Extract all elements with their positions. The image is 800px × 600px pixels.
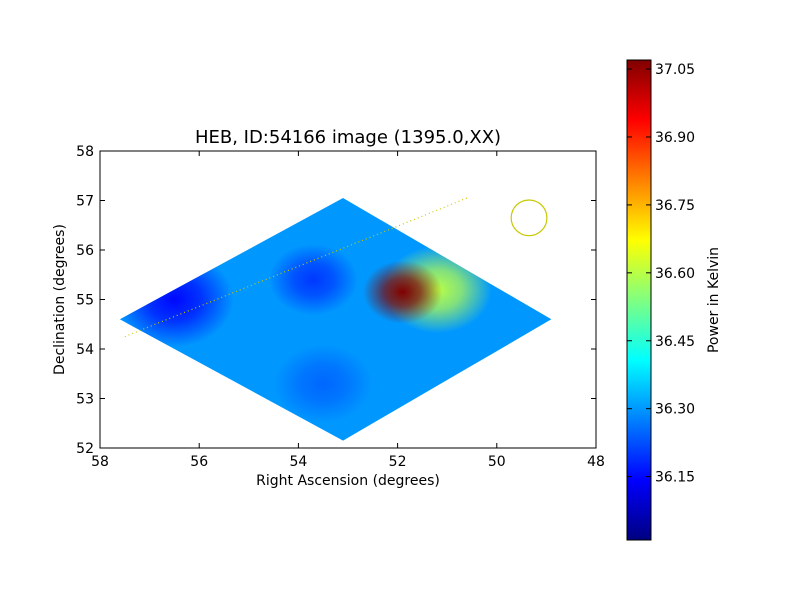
colorbar-tick-label: 36.45 — [655, 334, 695, 350]
heat-feature — [362, 260, 443, 324]
beam-circle — [510, 199, 548, 237]
colorbar-tick-label: 36.75 — [655, 198, 695, 214]
dotted-line — [124, 197, 468, 338]
colorbar-label: Power in Kelvin — [706, 247, 722, 353]
x-axis: 58 56 54 52 50 48 — [91, 151, 605, 470]
x-tick-label: 58 — [91, 454, 109, 470]
y-axis-label: Declination (degrees) — [52, 224, 68, 375]
colorbar-ticks: 36.15 36.30 36.45 36.60 36.75 36.90 37.05 — [627, 62, 695, 486]
chart-title: HEB, ID:54166 image (1395.0,XX) — [195, 127, 501, 148]
y-tick-label: 53 — [76, 392, 94, 408]
x-tick-label: 54 — [289, 454, 307, 470]
x-tick-label: 50 — [488, 454, 506, 470]
y-tick-label: 54 — [76, 342, 94, 358]
y-tick-label: 58 — [76, 144, 94, 160]
y-axis: 52 53 54 55 56 57 58 — [76, 144, 596, 457]
y-tick-label: 52 — [76, 441, 94, 457]
heat-feature — [268, 243, 358, 316]
y-tick-label: 55 — [76, 293, 94, 309]
colorbar — [626, 59, 652, 541]
colorbar-tick-label: 36.60 — [655, 266, 695, 282]
heatmap — [119, 198, 552, 441]
colorbar-tick-label: 36.90 — [655, 130, 695, 146]
x-tick-label: 52 — [389, 454, 407, 470]
colorbar-tick-label: 37.05 — [655, 62, 695, 78]
x-tick-label: 48 — [587, 454, 605, 470]
colorbar-tick-label: 36.15 — [655, 470, 695, 486]
y-tick-label: 57 — [76, 194, 94, 210]
overlay — [124, 197, 548, 338]
x-axis-label: Right Ascension (degrees) — [256, 473, 440, 489]
x-tick-label: 56 — [190, 454, 208, 470]
heat-feature — [273, 343, 373, 424]
y-tick-label: 56 — [76, 243, 94, 259]
colorbar-tick-label: 36.30 — [655, 402, 695, 418]
